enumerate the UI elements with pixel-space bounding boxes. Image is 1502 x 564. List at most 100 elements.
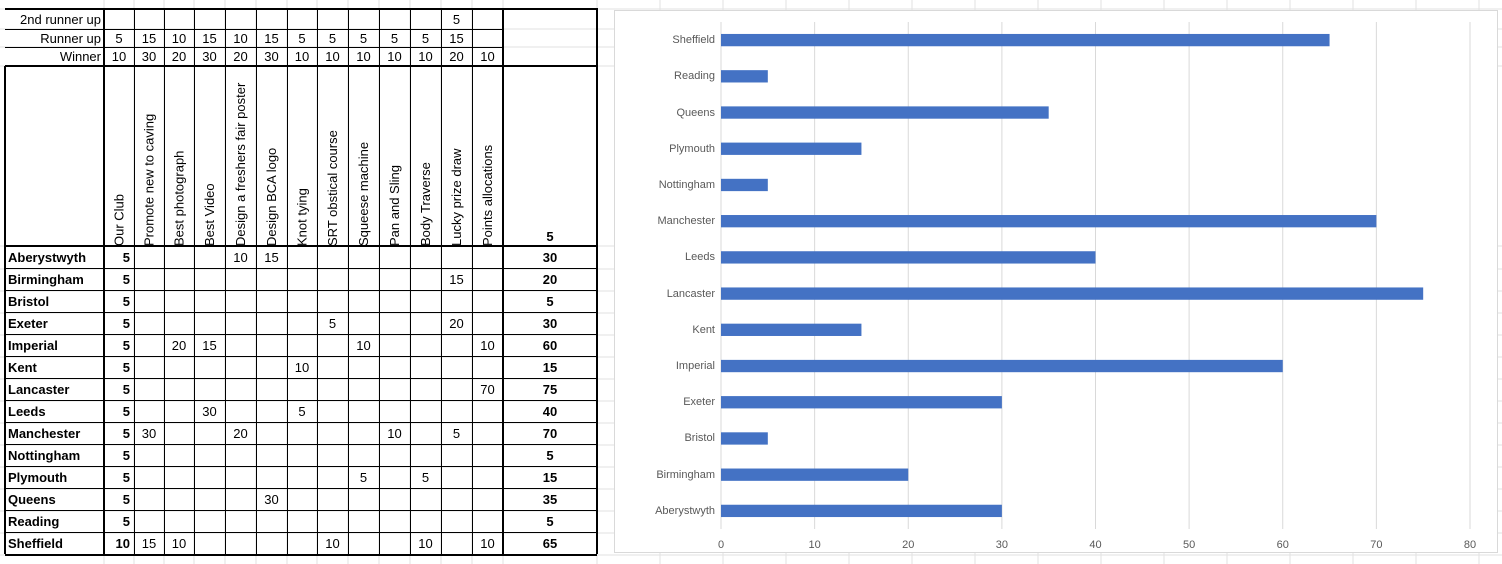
score-cell[interactable] (164, 488, 194, 510)
score-cell[interactable] (194, 488, 225, 510)
points-cell[interactable]: 30 (141, 49, 157, 64)
score-cell[interactable] (441, 290, 472, 312)
score-cell[interactable] (225, 488, 256, 510)
club-name[interactable]: Imperial (8, 337, 58, 353)
total-cell[interactable]: 5 (546, 447, 554, 463)
score-cell[interactable]: 15 (264, 249, 279, 265)
score-cell[interactable] (225, 356, 256, 378)
score-cell[interactable] (441, 532, 472, 554)
score-cell[interactable] (379, 444, 410, 466)
score-cell[interactable] (348, 532, 379, 554)
points-cell[interactable] (164, 9, 194, 29)
score-cell[interactable] (410, 268, 441, 290)
chart-bar[interactable] (721, 432, 768, 445)
chart-bar[interactable] (721, 33, 1330, 47)
column-header[interactable]: Squeese machine (356, 141, 371, 246)
score-cell[interactable] (441, 356, 472, 378)
points-cell[interactable]: 10 (233, 30, 248, 46)
score-cell[interactable]: 70 (480, 381, 495, 397)
total-cell[interactable]: 15 (542, 359, 558, 375)
points-cell[interactable]: 5 (390, 30, 399, 46)
score-cell[interactable]: 5 (122, 381, 130, 397)
score-cell[interactable] (225, 444, 256, 466)
score-cell[interactable]: 5 (452, 425, 461, 441)
club-name[interactable]: Bristol (8, 293, 50, 309)
chart-bar[interactable] (721, 215, 1377, 228)
points-cell[interactable]: 15 (202, 30, 217, 46)
club-name[interactable]: Lancaster (8, 381, 70, 397)
score-cell[interactable] (194, 466, 225, 488)
score-cell[interactable] (317, 378, 348, 400)
club-name[interactable]: Reading (8, 513, 60, 529)
score-cell[interactable]: 5 (122, 425, 130, 441)
points-cell[interactable]: 10 (387, 49, 402, 64)
column-header[interactable]: Promote new to caving (141, 113, 157, 246)
score-cell[interactable] (472, 466, 503, 488)
score-cell[interactable]: 30 (141, 425, 157, 441)
score-cell[interactable]: 5 (122, 359, 130, 375)
club-name[interactable]: Birmingham (8, 271, 84, 287)
score-cell[interactable] (348, 510, 379, 532)
score-cell[interactable] (164, 312, 194, 334)
score-cell[interactable] (225, 400, 256, 422)
score-cell[interactable] (256, 444, 287, 466)
score-cell[interactable] (194, 268, 225, 290)
score-cell[interactable] (164, 444, 194, 466)
column-header[interactable]: Our Club (111, 193, 127, 246)
score-cell[interactable] (134, 378, 164, 400)
score-cell[interactable] (379, 334, 410, 356)
score-cell[interactable] (410, 334, 441, 356)
score-cell[interactable] (317, 400, 348, 422)
chart-bar[interactable] (721, 70, 768, 83)
points-cell[interactable]: 10 (356, 49, 371, 64)
score-cell[interactable]: 20 (449, 315, 464, 331)
score-cell[interactable] (472, 268, 503, 290)
total-cell[interactable]: 35 (542, 491, 558, 507)
chart-bar[interactable] (721, 468, 909, 481)
club-name[interactable]: Plymouth (8, 469, 68, 485)
score-cell[interactable] (410, 444, 441, 466)
score-cell[interactable]: 5 (122, 491, 130, 507)
score-cell[interactable] (164, 268, 194, 290)
club-name[interactable]: Exeter (8, 315, 48, 331)
points-cell[interactable]: 10 (418, 49, 433, 64)
column-header[interactable]: Design BCA logo (264, 147, 279, 246)
score-cell[interactable] (256, 466, 287, 488)
column-header[interactable]: Knot tying (294, 188, 310, 246)
score-cell[interactable]: 5 (122, 513, 130, 529)
score-cell[interactable] (441, 334, 472, 356)
points-cell[interactable]: 10 (171, 30, 187, 46)
points-cell[interactable] (134, 9, 164, 29)
score-cell[interactable] (134, 466, 164, 488)
score-cell[interactable] (472, 246, 503, 268)
total-cell[interactable]: 5 (546, 293, 554, 309)
total-cell[interactable]: 5 (546, 513, 554, 529)
score-cell[interactable]: 5 (328, 315, 337, 331)
total-cell[interactable]: 40 (542, 403, 558, 419)
score-cell[interactable] (194, 290, 225, 312)
score-cell[interactable]: 5 (122, 447, 130, 463)
score-cell[interactable]: 5 (122, 271, 130, 287)
score-cell[interactable]: 5 (122, 469, 130, 485)
score-cell[interactable] (317, 510, 348, 532)
score-cell[interactable] (256, 532, 287, 554)
score-cell[interactable] (348, 422, 379, 444)
score-cell[interactable]: 5 (122, 249, 130, 265)
score-cell[interactable] (348, 268, 379, 290)
score-cell[interactable] (164, 422, 194, 444)
score-cell[interactable]: 15 (202, 337, 217, 353)
points-cell[interactable] (472, 29, 503, 47)
score-cell[interactable]: 5 (421, 469, 430, 485)
score-cell[interactable]: 15 (141, 535, 157, 551)
score-cell[interactable] (194, 312, 225, 334)
score-cell[interactable] (410, 378, 441, 400)
points-cell[interactable] (104, 9, 134, 29)
score-cell[interactable] (348, 488, 379, 510)
score-cell[interactable] (194, 422, 225, 444)
points-cell[interactable]: 20 (171, 49, 187, 64)
column-header[interactable]: Best Video (202, 183, 217, 246)
points-cell[interactable] (410, 9, 441, 29)
score-cell[interactable] (379, 312, 410, 334)
points-cell[interactable]: 10 (111, 49, 127, 64)
score-cell[interactable] (164, 510, 194, 532)
